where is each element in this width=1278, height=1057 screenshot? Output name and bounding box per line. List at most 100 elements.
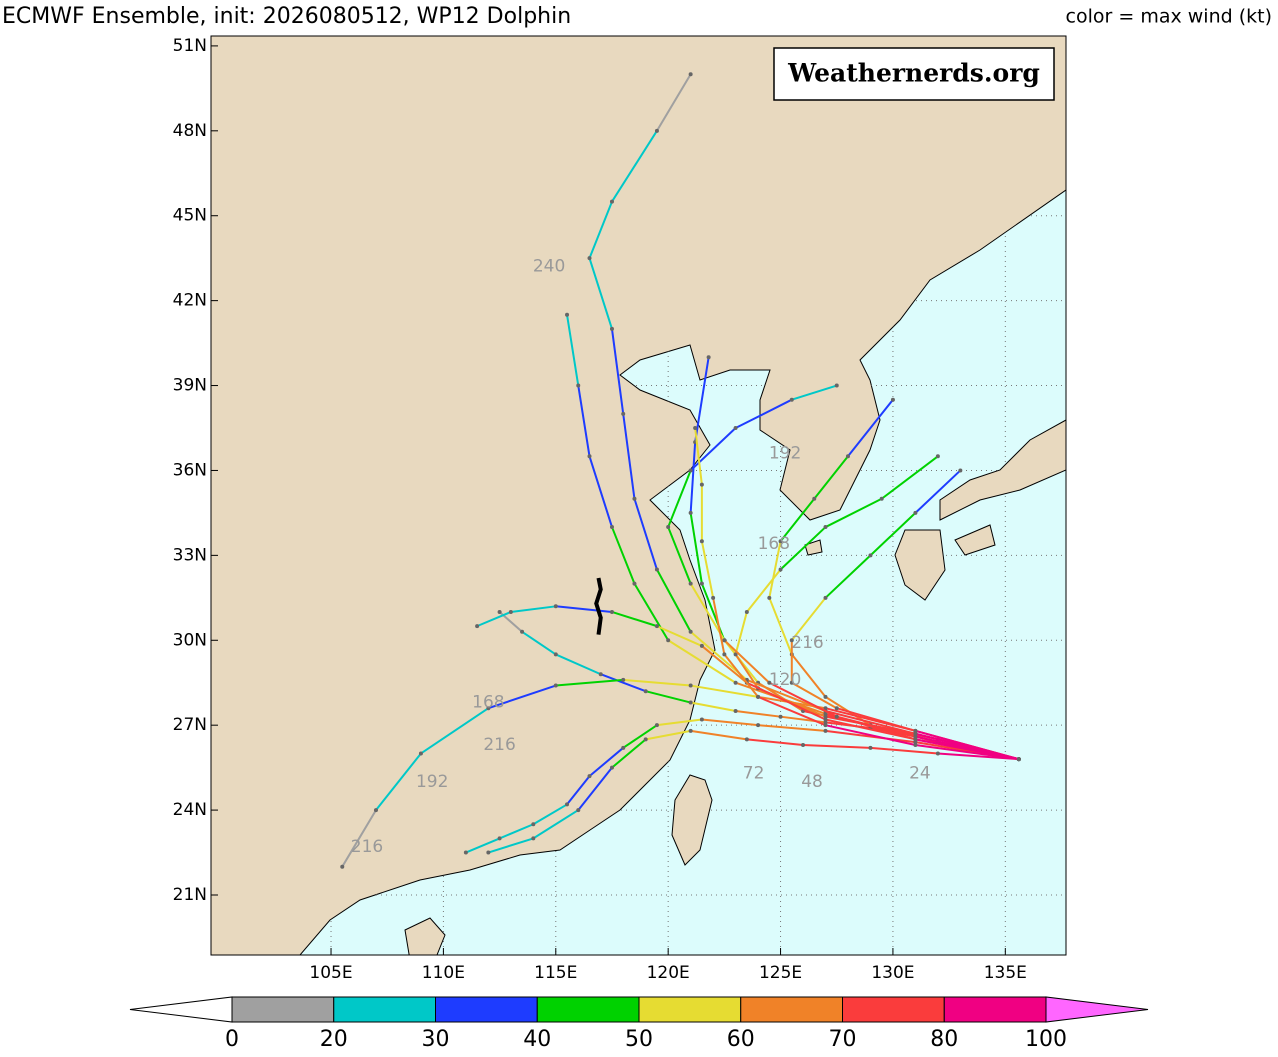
track-segment xyxy=(723,639,771,684)
track-point xyxy=(812,496,817,501)
track-segment xyxy=(802,743,872,749)
y-tick-label: 24N xyxy=(173,800,207,820)
track-segment xyxy=(633,497,658,571)
track-point xyxy=(767,680,772,685)
track-segment xyxy=(689,684,760,698)
track-segment xyxy=(824,724,917,746)
track-point xyxy=(553,683,558,688)
colorbar-segment xyxy=(740,996,843,1023)
track-point xyxy=(699,482,704,487)
hour-label: 72 xyxy=(743,763,765,783)
track-segment xyxy=(566,313,580,387)
track-point xyxy=(699,643,704,648)
track-point xyxy=(688,510,693,515)
y-tick-label: 30N xyxy=(173,630,207,650)
track-point xyxy=(913,740,918,745)
track-point xyxy=(823,720,828,725)
track-segment xyxy=(610,129,658,203)
axes: 105E 110E 115E 120E 125E 130E 135E 21N 24N 27N 30N… xyxy=(173,36,1027,983)
islands xyxy=(404,419,1066,955)
track-segment xyxy=(734,653,760,690)
track-point xyxy=(823,694,828,699)
track-segment xyxy=(734,710,782,718)
track-point xyxy=(789,680,794,685)
track-point xyxy=(688,72,693,77)
track-point xyxy=(609,326,614,331)
track-segment xyxy=(374,752,422,812)
track-segment xyxy=(588,257,613,330)
track-segment xyxy=(667,639,737,684)
track-point xyxy=(699,581,704,586)
shikoku xyxy=(954,524,996,556)
track-segment xyxy=(644,729,692,741)
taiwan xyxy=(671,774,713,866)
track-point xyxy=(654,723,659,728)
track-point xyxy=(733,709,738,714)
track-segment xyxy=(745,681,827,721)
hour-label: 216 xyxy=(791,633,823,653)
x-tick-label: 130E xyxy=(871,963,914,983)
track-segment xyxy=(745,568,782,613)
track-segment xyxy=(734,398,793,429)
track-point xyxy=(1016,757,1021,762)
track-point xyxy=(587,774,592,779)
track-point xyxy=(688,683,693,688)
track-segment xyxy=(689,511,703,585)
track-point xyxy=(609,199,614,204)
track-point xyxy=(688,629,693,634)
track-segment xyxy=(745,678,827,713)
track-point xyxy=(778,539,783,544)
track-point xyxy=(688,728,693,733)
track-point xyxy=(913,510,918,515)
hour-label: 216 xyxy=(351,837,383,857)
track-segment xyxy=(768,540,782,599)
y-tick-label: 48N xyxy=(173,121,207,141)
track-segment xyxy=(655,568,692,633)
track-point xyxy=(576,808,581,813)
hour-label: 48 xyxy=(801,772,823,792)
y-tick-label: 36N xyxy=(173,460,207,480)
track-point xyxy=(756,694,761,699)
track-point xyxy=(654,567,659,572)
track-segment xyxy=(723,653,760,698)
colorbar-segment xyxy=(943,996,1047,1023)
hour-label: 120 xyxy=(769,670,801,690)
track-point xyxy=(531,836,536,841)
track-segment xyxy=(757,695,827,727)
track-point xyxy=(520,629,525,634)
track-point xyxy=(958,468,963,473)
track-segment xyxy=(689,729,748,741)
track-point xyxy=(609,765,614,770)
track-point xyxy=(913,742,918,747)
track-segment xyxy=(622,724,658,749)
track-segment xyxy=(521,630,557,656)
track-point xyxy=(418,751,423,756)
hainan xyxy=(404,917,446,955)
hour-label: 240 xyxy=(533,257,565,277)
kyushu xyxy=(894,529,946,601)
track-point xyxy=(879,496,884,501)
track-point xyxy=(475,624,480,629)
track-point xyxy=(756,723,761,728)
track-point xyxy=(913,734,918,739)
colorbar-segment xyxy=(536,996,640,1023)
track-point xyxy=(553,652,558,657)
hour-label: 192 xyxy=(769,443,801,463)
track-point xyxy=(722,652,727,657)
colorbar-segment xyxy=(435,996,538,1023)
y-tick-label: 27N xyxy=(173,715,207,735)
track-point xyxy=(935,751,940,756)
track-segment xyxy=(610,610,658,628)
track-segment xyxy=(341,809,377,868)
track-segment xyxy=(745,738,805,746)
track-segment xyxy=(846,398,894,458)
track-point xyxy=(778,714,783,719)
track-point xyxy=(845,454,850,459)
track-point xyxy=(711,595,716,600)
track-segment xyxy=(667,469,692,529)
colorbar: 0 20 30 40 50 60 70 80 100 xyxy=(129,996,1149,1052)
track-point xyxy=(823,711,828,716)
track-point xyxy=(823,723,828,728)
track-point xyxy=(609,525,614,530)
track-segment xyxy=(712,596,726,656)
